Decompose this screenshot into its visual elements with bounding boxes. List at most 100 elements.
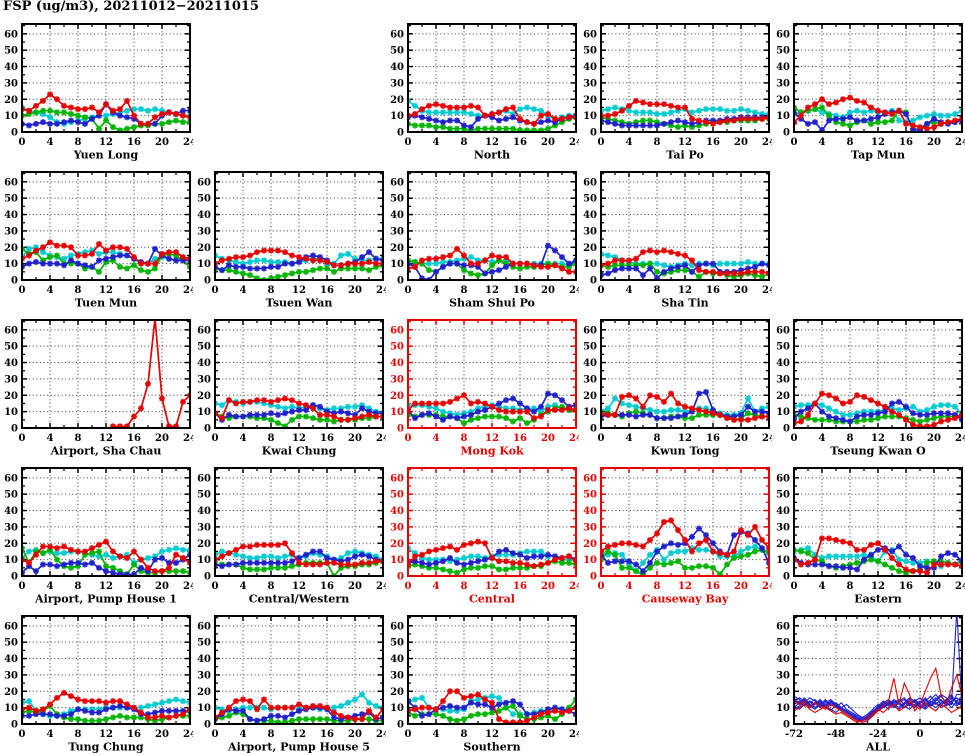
marker-red: [412, 400, 418, 407]
marker-cyan: [640, 559, 646, 566]
y-tick-label: 0: [397, 424, 404, 435]
marker-red: [117, 698, 123, 705]
marker-green: [103, 716, 109, 723]
marker-cyan: [447, 558, 453, 565]
marker-blue: [166, 707, 172, 714]
x-tick-label: 0: [598, 581, 605, 592]
marker-blue: [303, 407, 309, 413]
y-tick-label: 20: [583, 539, 597, 550]
series-group: [601, 389, 769, 423]
x-tick-label: 4: [240, 285, 247, 296]
marker-green: [54, 109, 60, 116]
marker-red: [282, 249, 288, 256]
marker-red: [338, 416, 344, 423]
y-tick-label: 10: [776, 111, 790, 122]
marker-red: [468, 400, 474, 407]
marker-red: [419, 257, 425, 264]
marker-blue: [896, 543, 902, 550]
marker-red: [310, 405, 316, 412]
marker-green: [124, 265, 130, 272]
marker-green: [510, 263, 516, 270]
marker-red: [338, 262, 344, 269]
x-tick-label: 20: [348, 285, 362, 296]
x-tick-label: 0: [212, 729, 219, 740]
marker-green: [924, 416, 930, 423]
marker-green: [110, 257, 116, 264]
marker-cyan: [861, 551, 867, 558]
x-tick-label: 4: [47, 581, 54, 592]
x-tick-label: 16: [513, 581, 527, 592]
marker-blue: [503, 397, 509, 404]
marker-red: [882, 403, 888, 410]
marker-cyan: [426, 556, 432, 563]
y-tick-label: 20: [776, 687, 790, 698]
marker-blue: [180, 107, 186, 114]
marker-red: [26, 704, 32, 711]
marker-cyan: [268, 259, 274, 265]
plot-frame: [407, 615, 577, 725]
series-group: [215, 247, 383, 280]
marker-blue: [461, 122, 467, 129]
marker-blue: [654, 548, 660, 555]
y-tick-label: 50: [4, 46, 18, 57]
y-tick-label: 40: [776, 654, 790, 665]
x-tick-label: 4: [626, 433, 633, 444]
marker-green: [696, 411, 702, 418]
marker-red: [903, 120, 909, 127]
x-tick-label: 24: [569, 729, 579, 740]
marker-red: [124, 555, 130, 561]
marker-red: [373, 413, 379, 420]
y-tick-label: 40: [197, 506, 211, 517]
marker-red: [605, 260, 611, 267]
x-tick-label: 0: [791, 433, 798, 444]
marker-red: [433, 546, 439, 553]
marker-green: [461, 420, 467, 427]
y-tick-label: 40: [4, 654, 18, 665]
marker-blue: [931, 410, 937, 417]
marker-blue: [640, 411, 646, 418]
marker-blue: [117, 252, 123, 259]
marker-red: [89, 698, 95, 705]
x-tick-label: 12: [871, 433, 885, 444]
marker-cyan: [524, 548, 530, 555]
marker-green: [524, 263, 530, 270]
marker-red: [296, 400, 302, 407]
marker-red: [433, 255, 439, 262]
y-tick-label: 30: [776, 374, 790, 385]
y-tick-label: 20: [197, 539, 211, 550]
marker-blue: [882, 408, 888, 415]
marker-blue: [33, 259, 39, 265]
marker-cyan: [819, 402, 825, 409]
marker-cyan: [96, 706, 102, 713]
marker-green: [868, 120, 874, 127]
marker-blue: [310, 402, 316, 409]
marker-cyan: [282, 553, 288, 560]
marker-red: [826, 392, 832, 399]
x-tick-label: 24: [183, 137, 193, 148]
marker-cyan: [896, 117, 902, 124]
marker-red: [131, 112, 137, 119]
x-tick-label: 0: [791, 581, 798, 592]
marker-blue: [180, 707, 186, 714]
y-tick-label: 30: [776, 670, 790, 681]
marker-red: [254, 249, 260, 256]
marker-green: [703, 563, 709, 570]
marker-red: [426, 704, 432, 711]
x-tick-label: 0: [405, 137, 412, 148]
marker-blue: [475, 408, 481, 415]
marker-blue: [840, 564, 846, 571]
marker-green: [366, 716, 372, 723]
marker-green: [268, 275, 274, 280]
marker-green: [124, 714, 130, 721]
marker-cyan: [159, 699, 165, 706]
marker-red: [524, 561, 530, 568]
marker-green: [103, 117, 109, 124]
marker-blue: [682, 119, 688, 126]
marker-cyan: [366, 405, 372, 412]
y-tick-label: 20: [583, 95, 597, 106]
marker-cyan: [868, 408, 874, 415]
marker-red: [296, 254, 302, 261]
chart-airport-sha-chau: 048121620240102030405060Airport, Sha Cha…: [4, 319, 193, 457]
marker-blue: [675, 541, 681, 548]
marker-red: [703, 268, 709, 275]
